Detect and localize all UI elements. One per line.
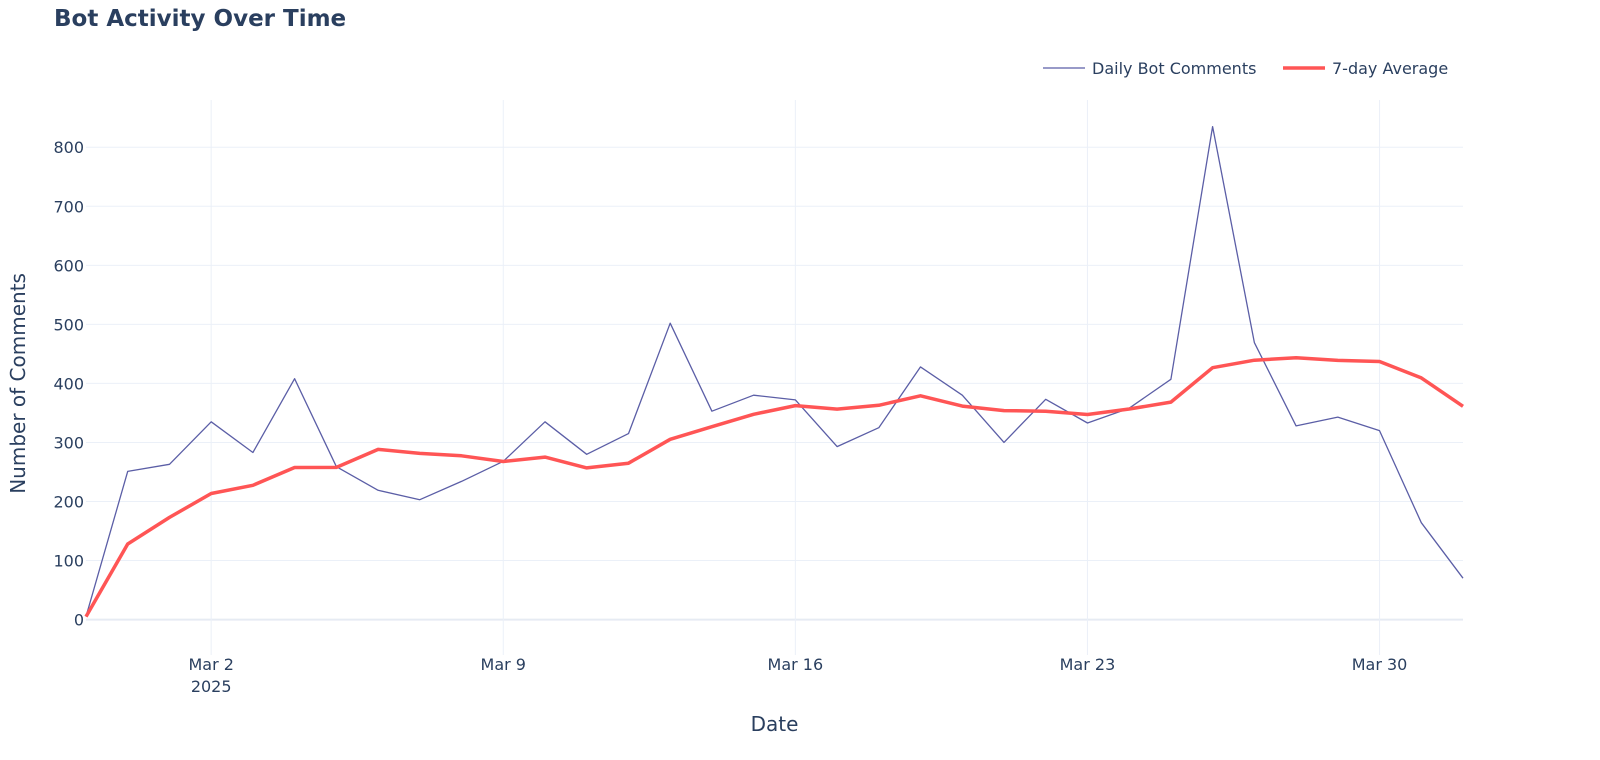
daily-comments-line — [85, 125, 1464, 617]
y-tick-label: 700 — [53, 197, 84, 216]
y-tick-label: 0 — [74, 611, 84, 630]
x-tick-label: Mar 30 — [1352, 655, 1408, 674]
y-tick-label: 600 — [53, 256, 84, 275]
y-axis-title: Number of Comments — [6, 273, 30, 494]
legend-label: Daily Bot Comments — [1092, 59, 1256, 78]
y-tick-label: 200 — [53, 492, 84, 511]
seven-day-average-line — [84, 356, 1464, 618]
y-tick-label: 500 — [53, 315, 84, 334]
chart-title: Bot Activity Over Time — [54, 6, 347, 32]
x-axis-title: Date — [751, 712, 799, 736]
x-tick-year-label: 2025 — [191, 677, 232, 696]
x-tick-label: Mar 16 — [768, 655, 824, 674]
legend-label: 7-day Average — [1332, 59, 1448, 78]
y-tick-label: 100 — [53, 552, 84, 571]
y-tick-label: 800 — [53, 138, 84, 157]
y-tick-label: 300 — [53, 433, 84, 452]
y-tick-label: 400 — [53, 374, 84, 393]
x-tick-label: Mar 23 — [1060, 655, 1116, 674]
x-tick-label: Mar 2 — [188, 655, 233, 674]
x-tick-label: Mar 9 — [481, 655, 526, 674]
